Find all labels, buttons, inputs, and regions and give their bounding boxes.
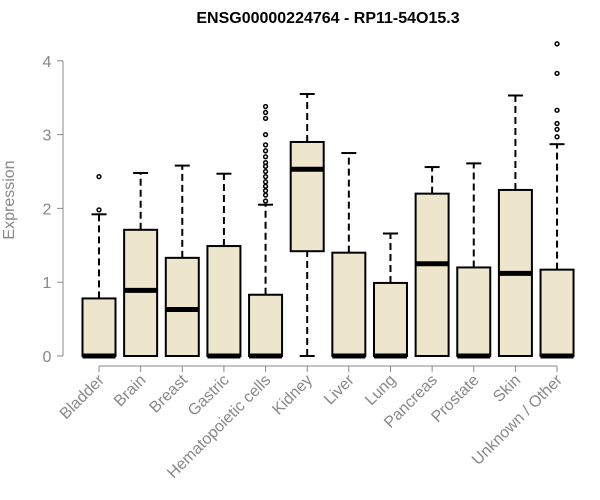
outlier-point xyxy=(554,126,560,133)
box-11 xyxy=(539,41,575,359)
box-4 xyxy=(248,103,284,359)
box-rect xyxy=(372,281,408,357)
outlier-point xyxy=(262,115,269,122)
outlier-point xyxy=(96,207,102,213)
outlier-point xyxy=(262,142,269,148)
y-tick-label: 3 xyxy=(43,128,52,145)
box-group xyxy=(81,41,575,359)
box-9 xyxy=(456,162,492,359)
box-1 xyxy=(123,171,159,357)
outlier-point xyxy=(262,179,269,185)
box-8 xyxy=(414,166,450,357)
box-rect xyxy=(123,228,159,357)
box-rect xyxy=(414,192,450,357)
outlier-point xyxy=(262,174,269,180)
box-10 xyxy=(497,94,533,357)
box-rect xyxy=(81,297,117,358)
outlier-point xyxy=(96,174,102,180)
y-tick-label: 2 xyxy=(43,201,52,218)
outlier-point xyxy=(262,103,269,110)
outlier-point xyxy=(262,183,269,189)
x-tick-label: Lung xyxy=(362,372,399,409)
chart-title: ENSG00000224764 - RP11-54O15.3 xyxy=(196,10,459,27)
outlier-point xyxy=(262,148,269,154)
box-rect xyxy=(456,266,492,357)
y-tick-label: 4 xyxy=(43,54,52,71)
x-tick-label: Brain xyxy=(111,372,149,410)
box-rect xyxy=(248,293,284,358)
box-3 xyxy=(206,172,242,359)
outlier-point xyxy=(262,188,269,194)
outlier-point xyxy=(262,131,269,138)
outlier-point xyxy=(262,198,269,204)
box-2 xyxy=(164,164,200,358)
x-tick-label: Bladder xyxy=(57,371,108,422)
box-6 xyxy=(331,152,367,359)
box-5 xyxy=(289,93,325,357)
box-rect xyxy=(289,140,325,253)
outlier-point xyxy=(262,154,269,160)
y-axis-label: Expression xyxy=(1,160,18,239)
outlier-point xyxy=(554,70,560,76)
y-tick-label: 1 xyxy=(43,275,52,292)
outlier-point xyxy=(262,159,269,166)
box-rect xyxy=(331,251,367,357)
box-rect xyxy=(164,256,200,358)
x-tick-label: Skin xyxy=(490,372,524,406)
outlier-point xyxy=(262,192,269,198)
box-rect xyxy=(206,245,242,357)
outlier-point xyxy=(554,134,560,140)
x-tick-label: Breast xyxy=(146,371,191,416)
box-7 xyxy=(372,232,408,359)
box-0 xyxy=(81,174,117,359)
y-axis: 0 1 2 3 4 xyxy=(43,54,64,366)
outlier-point xyxy=(554,120,560,127)
outlier-point xyxy=(554,41,560,47)
outlier-point xyxy=(554,107,560,113)
x-tick-label: Kidney xyxy=(269,372,316,419)
box-rect xyxy=(539,268,575,357)
x-tick-label: Liver xyxy=(321,371,358,408)
outlier-point xyxy=(262,109,269,116)
outlier-point xyxy=(262,168,269,175)
y-tick-label: 0 xyxy=(43,349,52,366)
